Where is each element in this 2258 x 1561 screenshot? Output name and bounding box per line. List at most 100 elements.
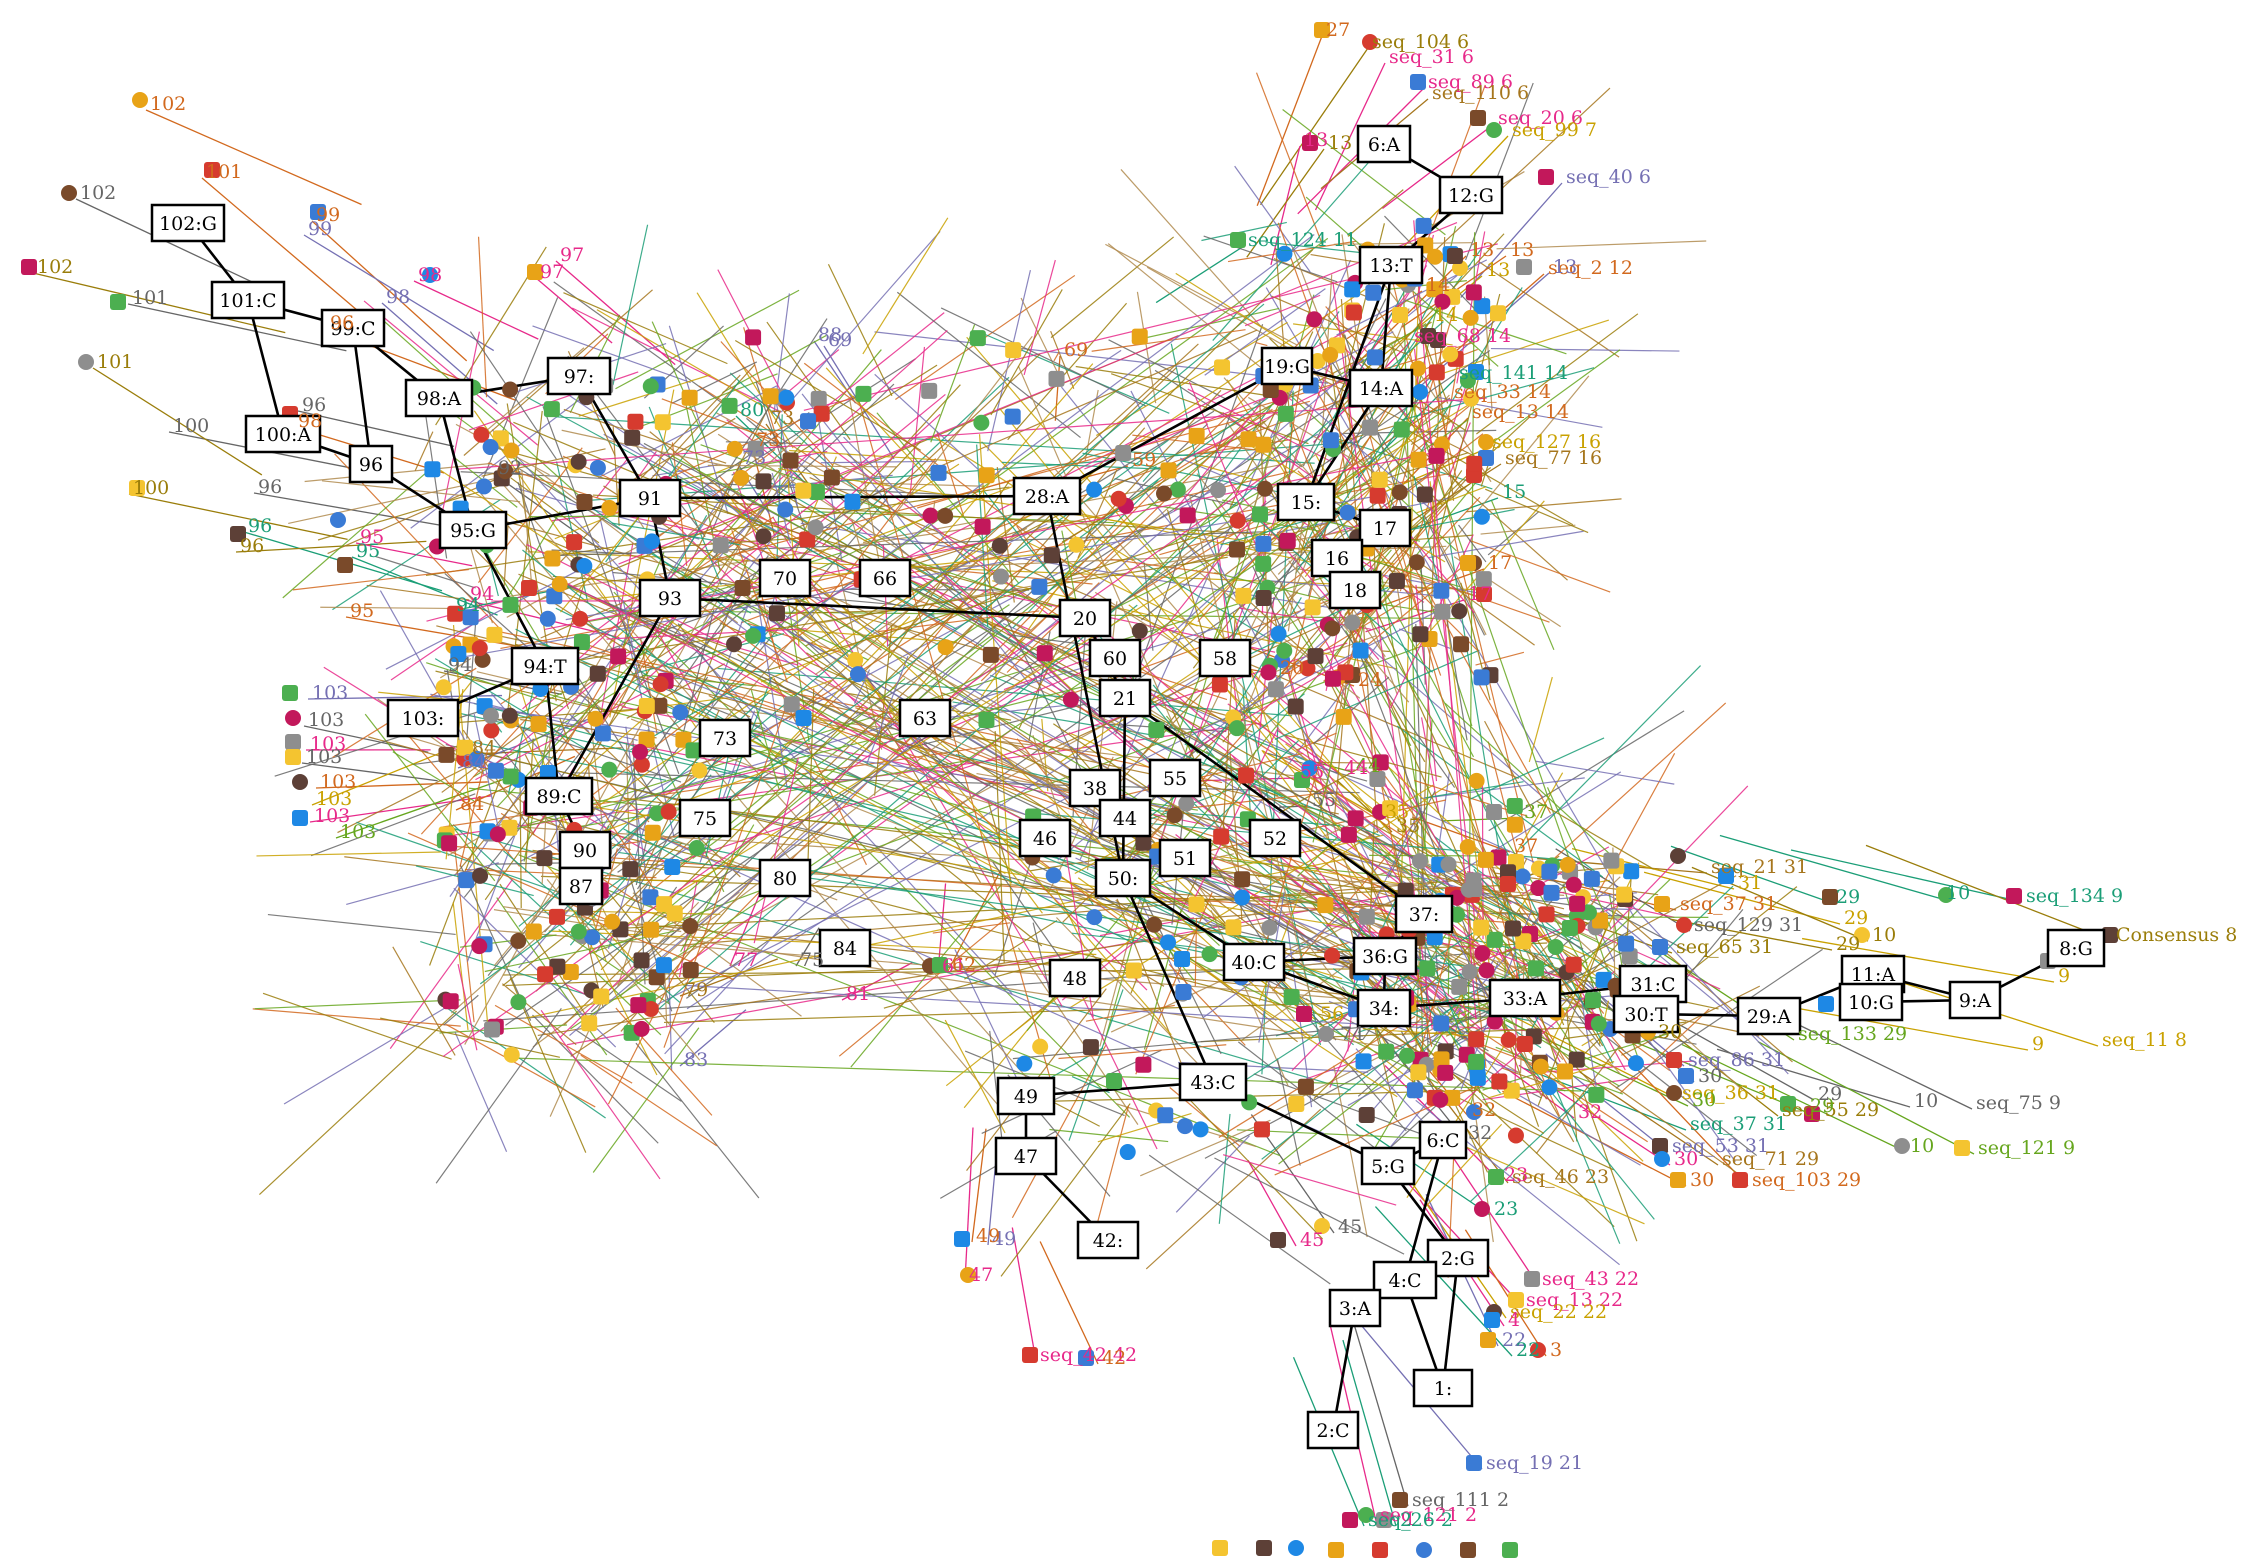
consensus-node[interactable]: 99:C [320, 308, 386, 348]
alignment-edge [1187, 727, 1279, 912]
sequence-emoji-icon [1304, 599, 1321, 616]
consensus-node[interactable]: 2:G [1426, 1238, 1490, 1278]
consensus-node[interactable]: 91 [618, 478, 682, 518]
consensus-node[interactable]: 36:G [1352, 936, 1418, 976]
consensus-node[interactable]: 101:C [210, 280, 286, 320]
consensus-node[interactable]: 98:A [404, 378, 474, 418]
consensus-node[interactable]: 40:C [1222, 942, 1286, 982]
sequence-emoji-icon [330, 512, 346, 528]
consensus-node[interactable]: 100:A [244, 414, 322, 454]
sequence-label: seq_20 6 [1498, 107, 1583, 129]
sequence-emoji-icon [285, 749, 301, 765]
consensus-node[interactable]: 29:A [1736, 996, 1802, 1036]
sequence-label: 81 [846, 983, 870, 1005]
consensus-node[interactable]: 47 [994, 1136, 1058, 1176]
consensus-node[interactable]: 2:C [1306, 1410, 1360, 1450]
consensus-node[interactable]: 5:G [1360, 1146, 1416, 1186]
alignment-edge [1237, 1041, 1388, 1159]
consensus-node[interactable]: 43:C [1178, 1062, 1248, 1102]
consensus-node[interactable]: 15: [1276, 482, 1336, 522]
consensus-node[interactable]: 28:A [1012, 476, 1082, 516]
consensus-node[interactable]: 1: [1412, 1368, 1474, 1408]
alignment-edge [615, 289, 800, 390]
alignment-edge [414, 431, 434, 472]
sequence-label: 77 [734, 949, 758, 971]
consensus-node[interactable]: 63 [898, 698, 952, 738]
consensus-edge [557, 597, 672, 797]
consensus-node[interactable]: 33:A [1488, 978, 1562, 1018]
consensus-node[interactable]: 103: [386, 698, 460, 738]
consensus-node[interactable]: 51 [1158, 838, 1212, 878]
consensus-node[interactable]: 21 [1098, 678, 1152, 718]
consensus-node[interactable]: 102:G [150, 203, 226, 243]
consensus-node[interactable]: 16 [1310, 538, 1364, 578]
consensus-node[interactable]: 34: [1356, 988, 1412, 1028]
alignment-edge [537, 920, 1277, 1037]
consensus-node[interactable]: 46 [1018, 818, 1072, 858]
alignment-edge [1490, 347, 1680, 352]
consensus-node[interactable]: 42: [1076, 1220, 1140, 1260]
node-label: 100:A [255, 424, 312, 446]
alignment-edge [563, 292, 728, 365]
consensus-node[interactable]: 89:C [524, 776, 594, 816]
sequence-emoji-icon [1322, 346, 1339, 363]
consensus-node[interactable]: 12:G [1438, 175, 1504, 215]
consensus-node[interactable]: 20 [1058, 598, 1112, 638]
alignment-edge [1416, 485, 1487, 514]
consensus-node[interactable]: 10:G [1838, 982, 1904, 1022]
consensus-node[interactable]: 96 [348, 444, 394, 484]
alignment-edge [1255, 72, 1324, 247]
alignment-edge [532, 1014, 659, 1144]
consensus-node[interactable]: 6:A [1356, 124, 1412, 164]
sequence-emoji-icon [1474, 298, 1491, 315]
label-leader-line [679, 1009, 747, 1067]
consensus-node[interactable]: 19:G [1260, 346, 1314, 386]
sequence-label: 98 [386, 286, 410, 308]
consensus-node[interactable]: 30:T [1612, 994, 1680, 1034]
consensus-node[interactable]: 66 [858, 558, 912, 598]
node-label: 19:G [1264, 356, 1310, 378]
consensus-node[interactable]: 75 [678, 798, 732, 838]
node-label: 44 [1113, 808, 1137, 830]
consensus-node[interactable]: 55 [1148, 758, 1202, 798]
consensus-node[interactable]: 50: [1094, 858, 1152, 898]
alignment-edge [569, 358, 1365, 1036]
consensus-node[interactable]: 9:A [1948, 980, 2002, 1020]
consensus-node[interactable]: 84 [818, 928, 872, 968]
alignment-edge [1381, 760, 1524, 892]
consensus-node[interactable]: 70 [758, 558, 812, 598]
node-label: 21 [1113, 688, 1137, 710]
sequence-label: 31 [1738, 872, 1762, 894]
sequence-emoji-icon [1442, 346, 1459, 363]
consensus-node[interactable]: 48 [1048, 958, 1102, 998]
alignment-edge [532, 325, 691, 384]
consensus-node[interactable]: 80 [758, 858, 812, 898]
alignment-edge [1410, 419, 1452, 446]
consensus-node[interactable]: 44 [1098, 798, 1152, 838]
consensus-node[interactable]: 4:C [1372, 1260, 1438, 1300]
consensus-node[interactable]: 52 [1248, 818, 1302, 858]
consensus-node[interactable]: 95:G [438, 510, 508, 550]
consensus-node[interactable]: 14:A [1348, 368, 1414, 408]
alignment-edge [1580, 996, 1597, 1087]
consensus-node[interactable]: 13:T [1358, 245, 1424, 285]
consensus-node[interactable]: 60 [1088, 638, 1142, 678]
consensus-node[interactable]: 90 [558, 830, 612, 870]
alignment-edge [1418, 87, 1611, 267]
consensus-node[interactable]: 3:A [1328, 1288, 1382, 1328]
consensus-node[interactable]: 8:G [2046, 928, 2106, 968]
sequence-label: seq_40 6 [1566, 166, 1651, 188]
consensus-node[interactable]: 6:C [1418, 1120, 1468, 1160]
sequence-emoji-icon [973, 414, 990, 431]
consensus-node[interactable]: 73 [698, 718, 752, 758]
consensus-node[interactable]: 17 [1358, 508, 1412, 548]
consensus-node[interactable]: 18 [1328, 570, 1382, 610]
consensus-node[interactable]: 37: [1394, 894, 1454, 934]
consensus-node[interactable]: 58 [1198, 638, 1252, 678]
consensus-node[interactable]: 97: [546, 356, 612, 396]
sequence-emoji-icon [1296, 1006, 1312, 1022]
consensus-node[interactable]: 94:T [510, 646, 580, 686]
consensus-node[interactable]: 49 [996, 1076, 1056, 1116]
consensus-node[interactable]: 93 [638, 578, 702, 618]
consensus-node[interactable]: 87 [558, 866, 604, 906]
